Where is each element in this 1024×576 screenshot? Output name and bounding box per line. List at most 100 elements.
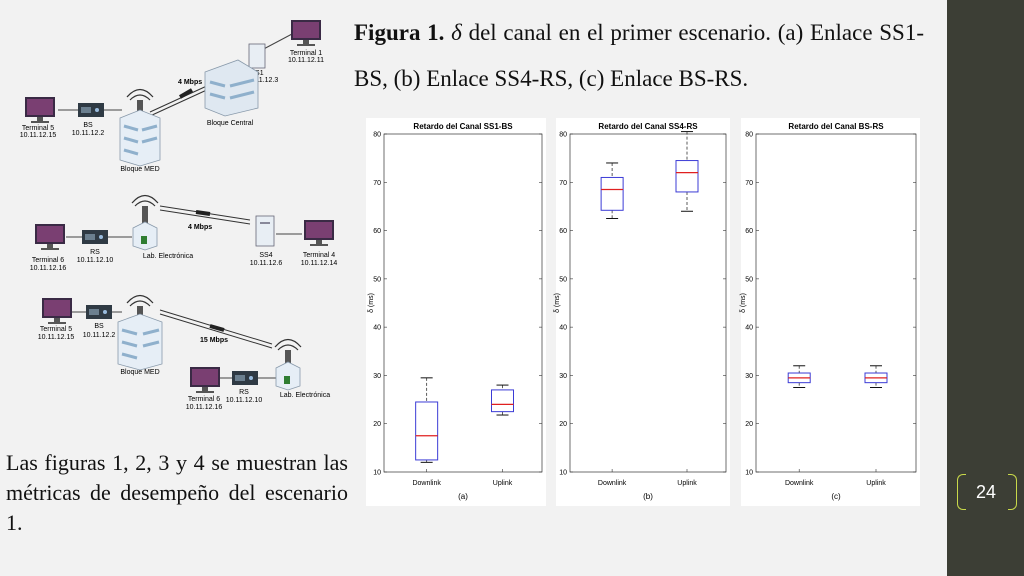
slide-body-text: Las figuras 1, 2, 3 y 4 se muestran las … xyxy=(6,450,348,535)
ss1-cpe-icon xyxy=(248,43,266,69)
delay-boxplot-figure: Retardo del Canal SS1-BS 10 20 30 40 50 60 70 80… xyxy=(366,118,920,506)
y-tick-label: 20 xyxy=(373,421,381,428)
bottom-link-speed: 15 Mbps xyxy=(200,337,228,344)
terminal-4-ip: 10.11.12.14 xyxy=(301,260,338,267)
top-link-speed: 4 Mbps xyxy=(178,79,202,86)
x-tick-label: Downlink xyxy=(598,480,627,487)
chart-panel-bg xyxy=(366,118,546,506)
diagram-middle: Terminal 6 10.11.12.16 RS 10.11.12.10 La… xyxy=(30,194,338,272)
x-tick-label: Downlink xyxy=(412,480,441,487)
box-iqr xyxy=(491,389,514,413)
bs-device-icon xyxy=(78,103,104,117)
chart-plot-frame xyxy=(383,133,543,473)
bloque-med-label: Bloque MED xyxy=(120,166,159,173)
y-tick-label: 10 xyxy=(745,470,753,477)
terminal-4-label: Terminal 4 xyxy=(303,252,335,259)
y-tick-label: 40 xyxy=(373,325,381,332)
chart-title: Retardo del Canal SS4-RS xyxy=(598,122,698,131)
terminal-1-ip: 10.11.12.11 xyxy=(288,57,324,64)
box-iqr xyxy=(600,176,624,211)
caption-text: del canal en el primer escenario. (a) En… xyxy=(354,20,925,91)
y-tick-label: 10 xyxy=(559,470,567,477)
terminal-6-ip: 10.11.12.16 xyxy=(186,404,223,411)
x-tick-label: Downlink xyxy=(785,480,814,487)
y-tick-label: 60 xyxy=(373,228,381,235)
y-tick-label: 80 xyxy=(373,132,381,139)
terminal-5-ip: 10.11.12.15 xyxy=(38,334,75,341)
terminal-1-icon xyxy=(291,20,321,46)
chart-title: Retardo del Canal BS-RS xyxy=(788,122,884,131)
bloque-central-label: Bloque Central xyxy=(207,120,254,127)
lab-electronica-building-icon xyxy=(131,194,159,251)
y-tick-label: 40 xyxy=(559,325,567,332)
subplot-label: (c) xyxy=(831,492,841,501)
y-tick-label: 70 xyxy=(373,180,381,187)
y-tick-label: 30 xyxy=(559,373,567,380)
rs-device-icon xyxy=(82,230,108,244)
terminal-5-ip: 10.11.12.15 xyxy=(20,132,57,139)
y-axis-label: δ (ms) xyxy=(740,293,747,313)
y-tick-label: 20 xyxy=(559,421,567,428)
page-number: 24 xyxy=(975,482,997,502)
bs-device-icon xyxy=(86,305,112,319)
ss4-label: SS4 xyxy=(259,252,272,259)
caption-symbol: δ xyxy=(451,20,462,45)
x-tick-label: Uplink xyxy=(493,480,513,487)
y-tick-label: 30 xyxy=(745,373,753,380)
bs-label: BS xyxy=(94,323,104,330)
terminal-5-icon xyxy=(25,97,55,123)
chart-panel-bg xyxy=(741,118,920,506)
right-sidebar-band xyxy=(947,0,1024,576)
terminal-6-label: Terminal 6 xyxy=(32,257,64,264)
bs-ip: 10.11.12.2 xyxy=(83,332,116,339)
y-tick-label: 40 xyxy=(745,325,753,332)
y-tick-label: 10 xyxy=(373,470,381,477)
network-diagrams: Terminal 1 10.11.12.11 SS1 10.11.12.3 4 … xyxy=(20,20,338,411)
terminal-6-label: Terminal 6 xyxy=(188,396,220,403)
rs-device-icon xyxy=(232,371,258,385)
caption-label: Figura 1. xyxy=(354,20,445,45)
middle-link-speed: 4 Mbps xyxy=(188,224,212,231)
y-tick-label: 60 xyxy=(745,228,753,235)
diagram-top: Terminal 1 10.11.12.11 SS1 10.11.12.3 4 … xyxy=(20,20,324,173)
lab-electronica-building-icon xyxy=(274,338,302,391)
y-tick-label: 30 xyxy=(373,373,381,380)
ss1-ip: 10.11.12.3 xyxy=(246,77,279,84)
y-tick-label: 80 xyxy=(745,132,753,139)
y-axis-label: δ (ms) xyxy=(368,293,375,313)
figure-caption: Figura 1. δ del canal en el primer escen… xyxy=(354,10,924,102)
terminal-5-label: Terminal 5 xyxy=(40,326,72,333)
rs-label: RS xyxy=(90,249,100,256)
terminal-6-icon xyxy=(190,367,220,393)
y-tick-label: 80 xyxy=(559,132,567,139)
x-tick-label: Uplink xyxy=(677,480,697,487)
box-iqr xyxy=(415,401,439,461)
lab-electronica-label: Lab. Electrónica xyxy=(143,253,193,260)
chart-plot-frame xyxy=(755,133,917,473)
chart-plot-frame xyxy=(569,133,727,473)
y-tick-label: 50 xyxy=(559,276,567,283)
bs-ip: 10.11.12.2 xyxy=(72,130,105,137)
lab-electronica-label: Lab. Electrónica xyxy=(280,392,330,399)
y-tick-label: 50 xyxy=(373,276,381,283)
chart-panel-bg xyxy=(556,118,730,506)
ss4-cpe-icon xyxy=(255,215,275,247)
terminal-5-label: Terminal 5 xyxy=(22,125,54,132)
y-tick-label: 70 xyxy=(559,180,567,187)
bloque-med-label: Bloque MED xyxy=(120,369,159,376)
rs-ip: 10.11.12.10 xyxy=(77,257,114,264)
bloque-med-building-icon xyxy=(119,88,161,167)
terminal-5-icon xyxy=(42,298,72,324)
x-tick-label: Uplink xyxy=(866,480,886,487)
box-iqr xyxy=(675,160,699,193)
bs-label: BS xyxy=(83,122,93,129)
bloque-central-building-icon xyxy=(204,59,259,117)
subplot-label: (b) xyxy=(643,492,653,501)
y-axis-label: δ (ms) xyxy=(554,293,561,313)
chart-title: Retardo del Canal SS1-BS xyxy=(413,122,513,131)
y-tick-label: 60 xyxy=(559,228,567,235)
ss4-ip: 10.11.12.6 xyxy=(250,260,283,267)
y-tick-label: 20 xyxy=(745,421,753,428)
y-tick-label: 70 xyxy=(745,180,753,187)
terminal-6-ip: 10.11.12.16 xyxy=(30,265,67,272)
